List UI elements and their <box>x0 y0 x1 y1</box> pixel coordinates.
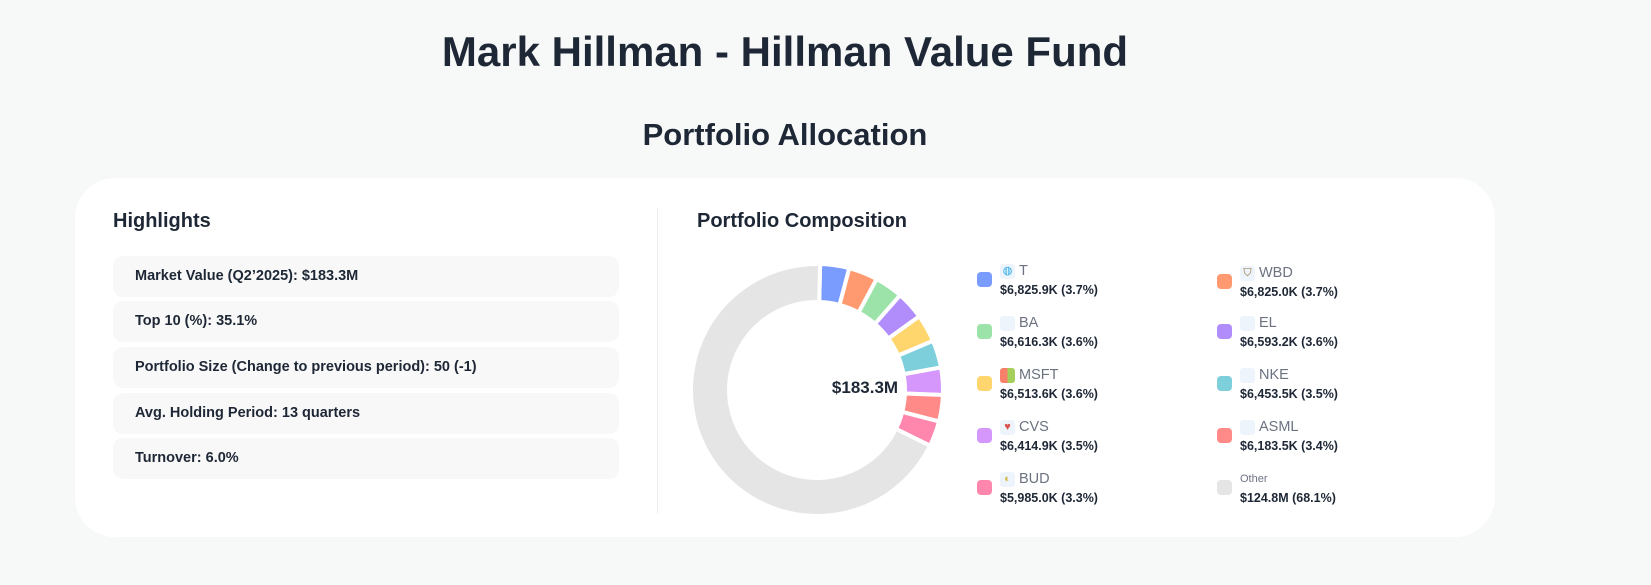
legend-item-asml[interactable]: ASML $6,183.5K (3.4%) <box>1217 419 1437 464</box>
bud-logo-icon: ◐ <box>1000 472 1015 487</box>
highlight-holding-period: Avg. Holding Period: 13 quarters <box>113 393 619 434</box>
highlight-turnover: Turnover: 6.0% <box>113 438 619 479</box>
highlight-text: Market Value (Q2’2025): $183.3M <box>135 268 359 284</box>
legend-ticker: CVS <box>1019 419 1049 435</box>
legend-swatch <box>977 324 992 339</box>
legend-swatch <box>1217 480 1232 495</box>
legend-value: $6,593.2K (3.6%) <box>1240 335 1338 349</box>
divider <box>657 208 658 513</box>
legend-item-cvs[interactable]: ♥ CVS $6,414.9K (3.5%) <box>977 419 1197 464</box>
legend-item-t[interactable]: ◍ T $6,825.9K (3.7%) <box>977 263 1197 308</box>
highlights-heading: Highlights <box>113 210 211 232</box>
highlight-text: Portfolio Size (Change to previous perio… <box>135 359 477 375</box>
legend-swatch <box>977 428 992 443</box>
highlight-top10: Top 10 (%): 35.1% <box>113 301 619 342</box>
legend-value: $124.8M (68.1%) <box>1240 491 1336 505</box>
legend-value: $6,414.9K (3.5%) <box>1000 439 1098 453</box>
legend-ticker: BA <box>1019 315 1039 331</box>
legend-item-ba[interactable]: BA $6,616.3K (3.6%) <box>977 315 1197 360</box>
legend-ticker: WBD <box>1259 265 1293 281</box>
legend-ticker: Other <box>1240 473 1268 485</box>
estee-lauder-logo-icon <box>1240 316 1255 331</box>
legend-item-el[interactable]: EL $6,593.2K (3.6%) <box>1217 315 1437 360</box>
legend-ticker: BUD <box>1019 471 1050 487</box>
legend-value: $5,985.0K (3.3%) <box>1000 491 1098 505</box>
legend-swatch <box>977 376 992 391</box>
highlight-portfolio-size: Portfolio Size (Change to previous perio… <box>113 347 619 388</box>
wb-shield-icon: ⛉ <box>1240 266 1255 281</box>
allocation-card: Highlights Market Value (Q2’2025): $183.… <box>75 178 1495 537</box>
highlight-text: Turnover: 6.0% <box>135 450 239 466</box>
legend-ticker: MSFT <box>1019 367 1059 383</box>
nike-swoosh-icon <box>1240 368 1255 383</box>
legend-swatch <box>1217 274 1232 289</box>
legend-ticker: EL <box>1259 315 1277 331</box>
att-globe-icon: ◍ <box>1000 264 1015 279</box>
highlight-text: Top 10 (%): 35.1% <box>135 313 258 329</box>
boeing-logo-icon <box>1000 316 1015 331</box>
legend-value: $6,825.0K (3.7%) <box>1240 285 1338 299</box>
legend-ticker: NKE <box>1259 367 1289 383</box>
legend-swatch <box>1217 376 1232 391</box>
legend-value: $6,453.5K (3.5%) <box>1240 387 1338 401</box>
section-title: Portfolio Allocation <box>642 117 928 152</box>
legend-ticker: ASML <box>1259 419 1299 435</box>
microsoft-logo-icon <box>1000 368 1015 383</box>
cvs-heart-icon: ♥ <box>1000 420 1015 435</box>
page-title: Mark Hillman - Hillman Value Fund <box>441 28 1129 75</box>
chart-title: Portfolio Composition <box>697 210 907 232</box>
legend-swatch <box>977 480 992 495</box>
highlight-text: Avg. Holding Period: 13 quarters <box>135 405 361 421</box>
legend-item-bud[interactable]: ◐ BUD $5,985.0K (3.3%) <box>977 471 1197 516</box>
legend-item-nke[interactable]: NKE $6,453.5K (3.5%) <box>1217 367 1437 412</box>
asml-logo-icon <box>1240 420 1255 435</box>
legend-value: $6,825.9K (3.7%) <box>1000 283 1098 297</box>
donut-center-label: $183.3M <box>831 378 899 397</box>
legend-item-other[interactable]: Other $124.8M (68.1%) <box>1217 472 1437 516</box>
legend-value: $6,183.5K (3.4%) <box>1240 439 1338 453</box>
donut-chart <box>689 262 945 518</box>
legend-item-msft[interactable]: MSFT $6,513.6K (3.6%) <box>977 367 1197 412</box>
legend-item-wbd[interactable]: ⛉ WBD $6,825.0K (3.7%) <box>1217 265 1437 310</box>
legend-swatch <box>1217 324 1232 339</box>
donut-slice-other[interactable] <box>689 262 933 518</box>
highlight-market-value: Market Value (Q2’2025): $183.3M <box>113 256 619 297</box>
legend-value: $6,616.3K (3.6%) <box>1000 335 1098 349</box>
legend-swatch <box>977 272 992 287</box>
legend-swatch <box>1217 428 1232 443</box>
legend-value: $6,513.6K (3.6%) <box>1000 387 1098 401</box>
legend-ticker: T <box>1019 263 1028 279</box>
